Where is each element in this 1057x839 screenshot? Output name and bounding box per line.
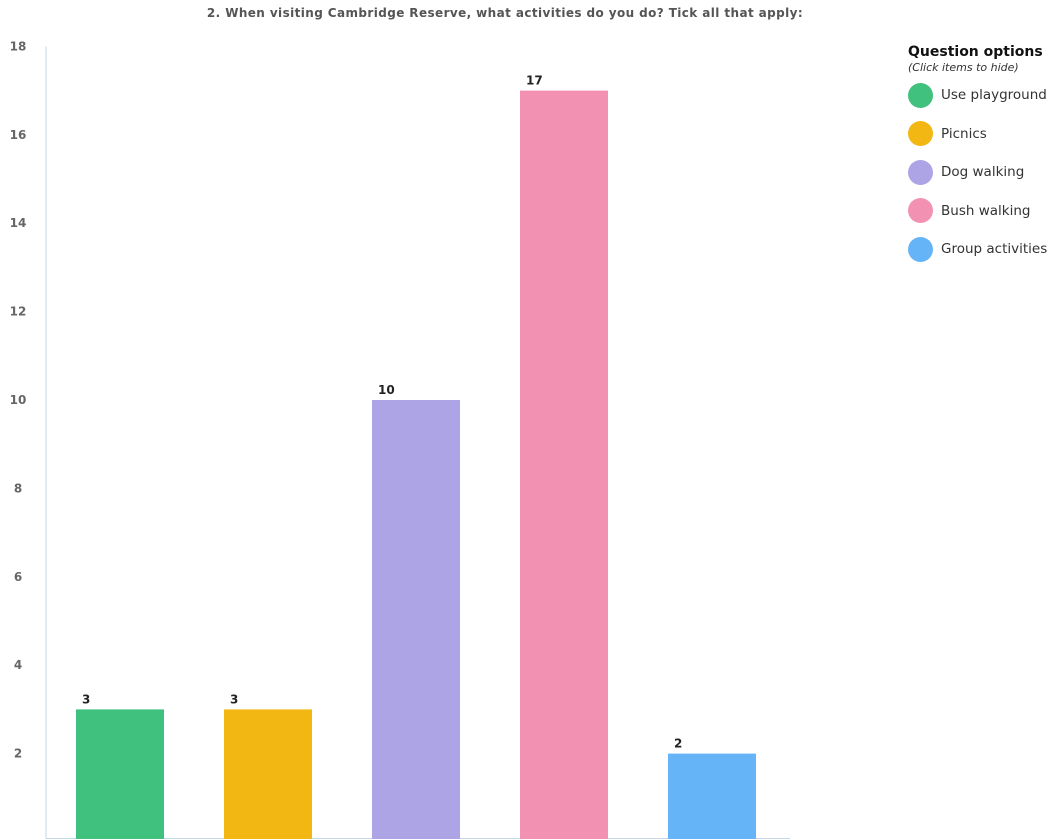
y-tick-label: 16 — [10, 128, 27, 142]
legend-label: Use playground — [941, 87, 1047, 103]
bar[interactable] — [224, 709, 312, 839]
data-label: 3 — [230, 692, 238, 706]
legend-item[interactable]: Group activities — [908, 236, 1057, 262]
data-labels: 3 3 10 17 2 — [82, 74, 682, 751]
legend-swatch — [908, 82, 933, 108]
data-label: 10 — [378, 383, 395, 397]
data-label: 2 — [674, 737, 682, 751]
legend-item[interactable]: Use playground — [908, 82, 1057, 108]
legend-item[interactable]: Dog walking — [908, 159, 1057, 185]
legend-items: Use playground Picnics Dog walking Bush wal… — [908, 82, 1057, 262]
legend: Question options (Click items to hide) U… — [908, 44, 1057, 262]
y-tick-label: 2 — [14, 747, 22, 761]
legend-item[interactable]: Bush walking — [908, 198, 1057, 224]
legend-label: Group activities — [941, 241, 1048, 257]
bar[interactable] — [76, 709, 164, 839]
y-tick-label: 4 — [14, 658, 22, 672]
data-label: 3 — [82, 692, 90, 706]
bar[interactable] — [372, 400, 460, 839]
y-tick-label: 14 — [10, 216, 27, 230]
legend-label: Dog walking — [941, 164, 1025, 180]
y-tick-label: 12 — [10, 305, 27, 319]
y-tick-label: 8 — [14, 481, 22, 495]
y-tick-label: 18 — [10, 39, 27, 53]
bar[interactable] — [668, 753, 756, 839]
y-axis-ticks: 2 4 6 8 10 12 14 16 18 — [10, 39, 27, 760]
legend-swatch — [908, 236, 933, 262]
legend-swatch — [908, 198, 933, 223]
y-tick-label: 6 — [14, 570, 22, 584]
legend-subtitle: (Click items to hide) — [908, 61, 1019, 74]
legend-label: Picnics — [941, 125, 987, 142]
legend-title: Question options — [908, 44, 1043, 60]
bars — [76, 90, 756, 839]
bar[interactable] — [520, 90, 608, 839]
legend-swatch — [908, 159, 933, 185]
legend-item[interactable]: Picnics — [908, 121, 1057, 147]
legend-swatch — [908, 121, 933, 146]
legend-label: Bush walking — [941, 202, 1031, 219]
y-tick-label: 10 — [10, 393, 27, 407]
chart-title: 2. When visiting Cambridge Reserve, what… — [206, 6, 804, 20]
data-label: 17 — [526, 74, 543, 88]
